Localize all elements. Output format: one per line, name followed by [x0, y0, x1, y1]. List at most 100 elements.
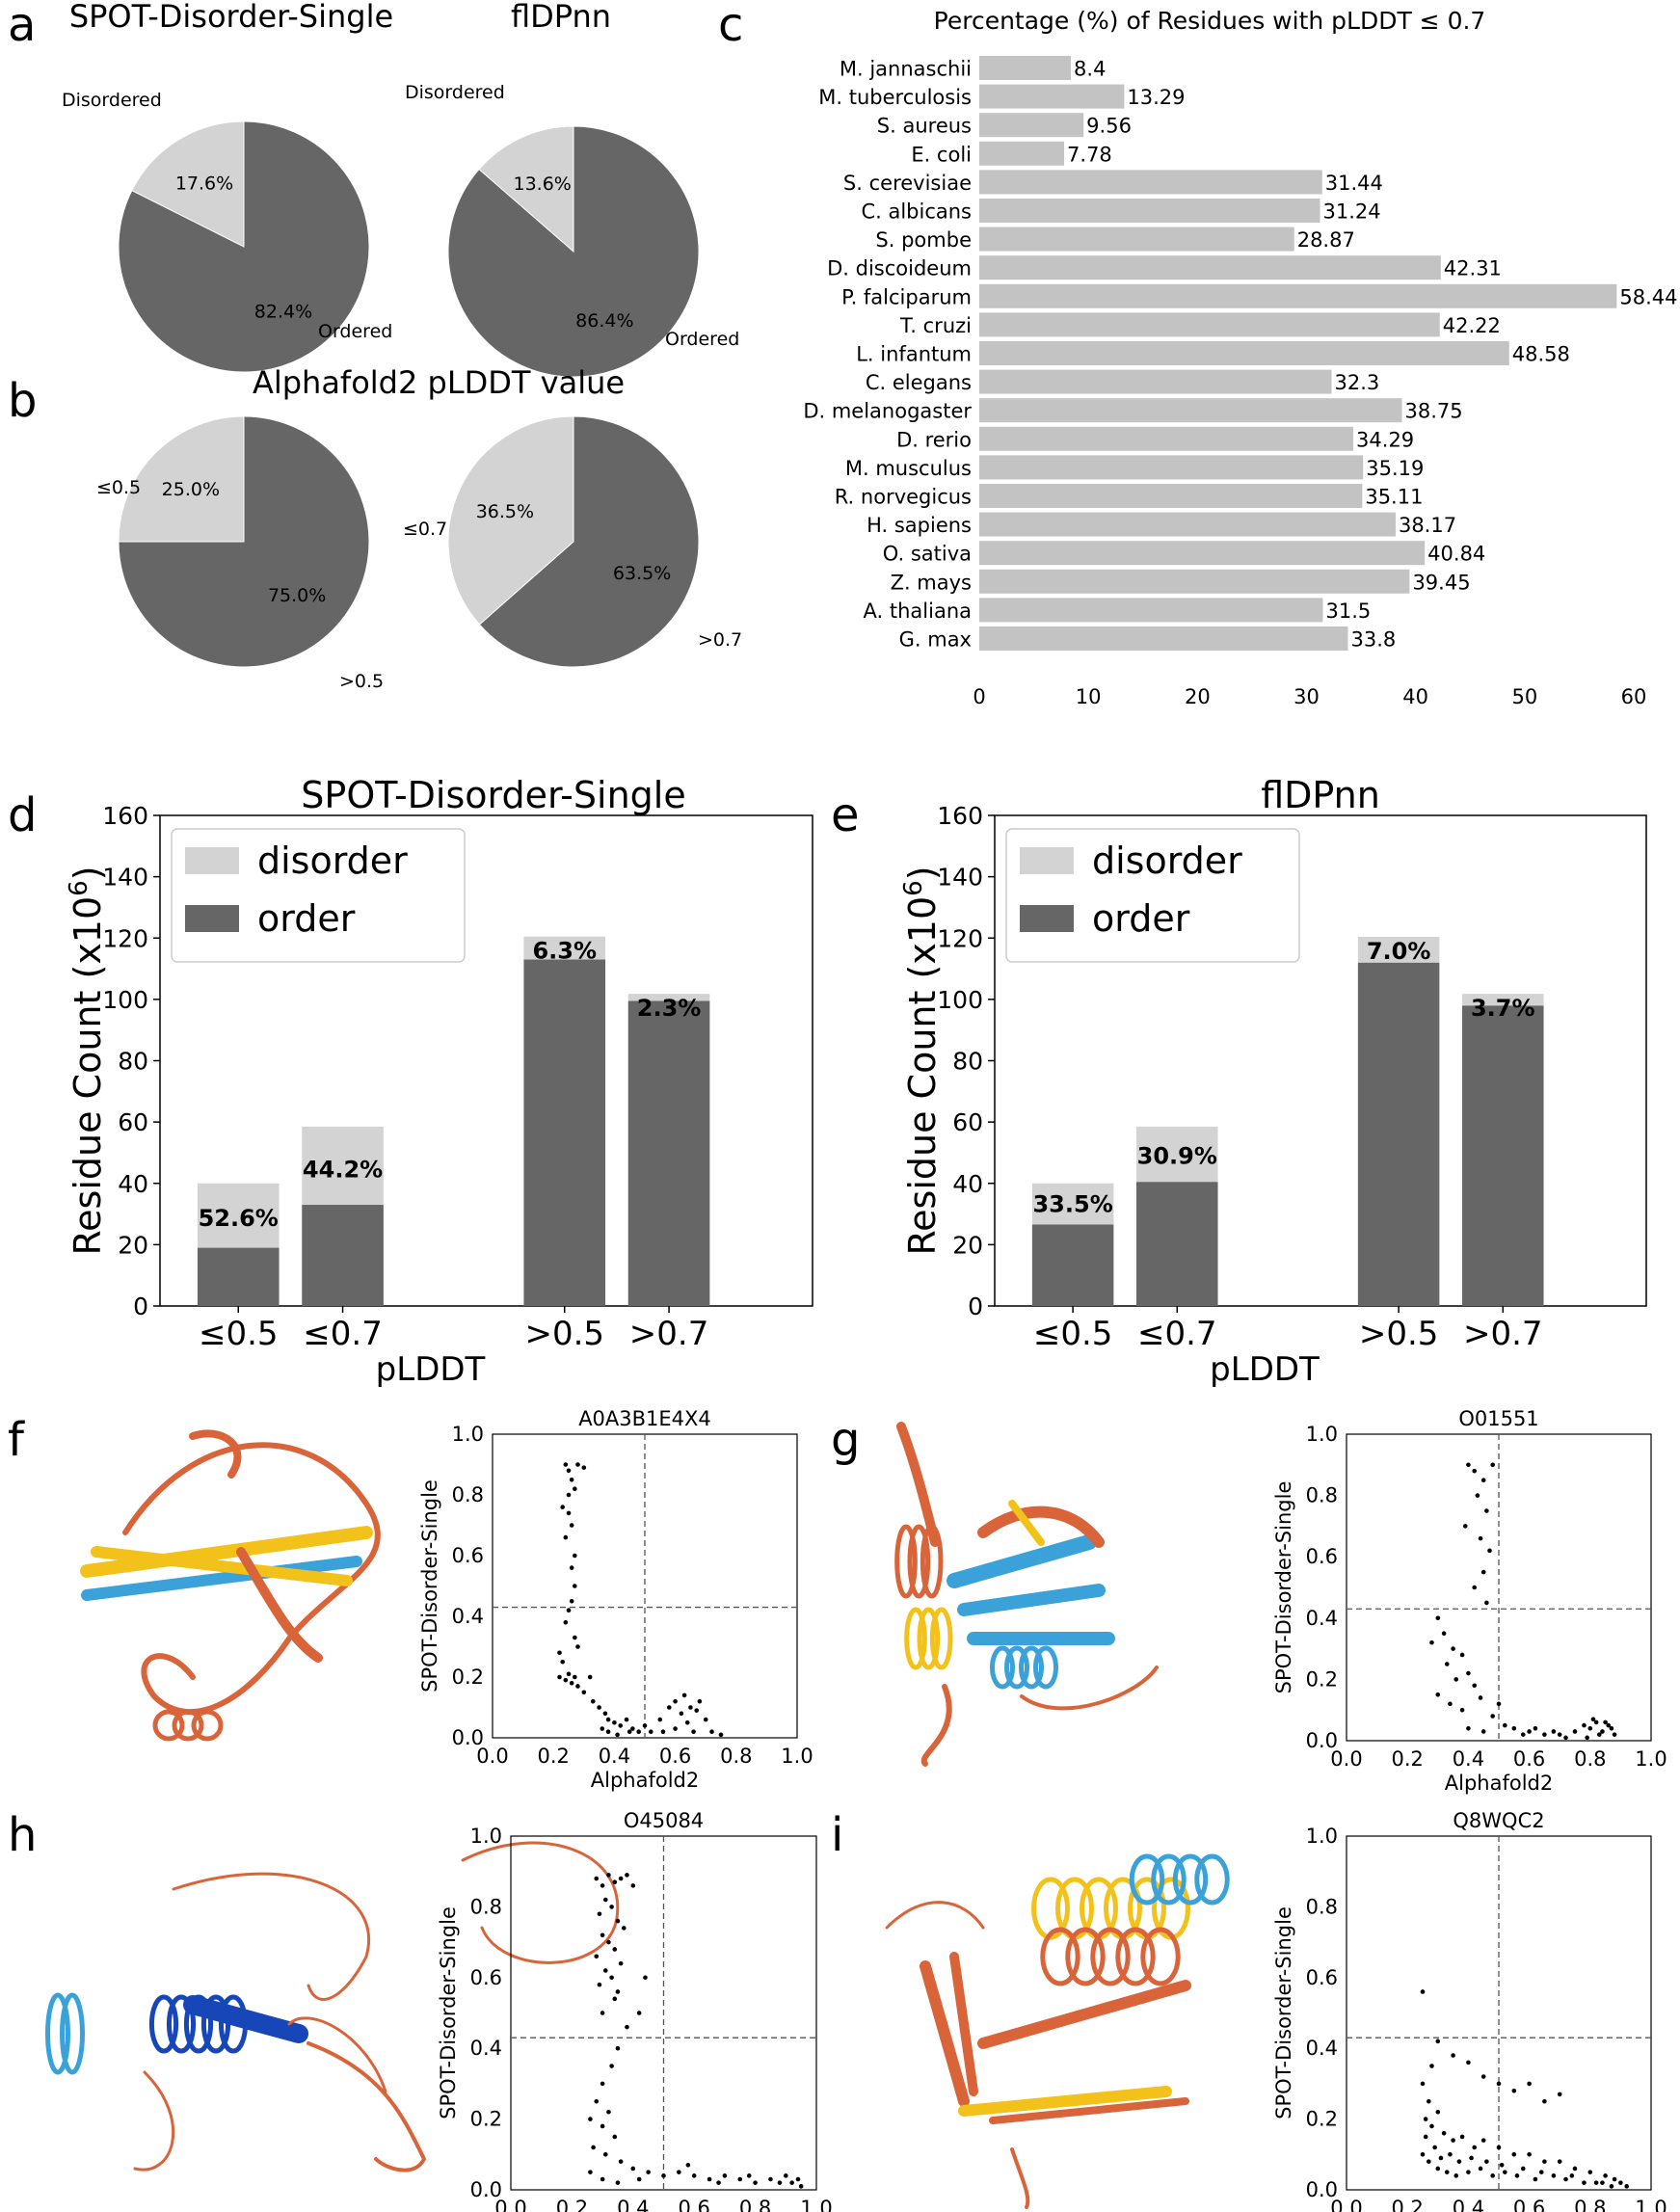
scatter-point — [569, 1681, 574, 1686]
scatter-point — [1490, 1462, 1495, 1468]
scatter-point — [673, 1698, 678, 1704]
panel-c: Percentage (%) of Residues with pLDDT ≤ … — [803, 7, 1677, 708]
x-tick-label: ≤0.7 — [303, 1315, 383, 1353]
scatter-point — [737, 2176, 743, 2182]
bar-disorder — [1136, 1126, 1218, 1183]
panel-letter-b: b — [8, 374, 37, 428]
scatter-point — [612, 1947, 618, 1952]
scatter-point — [694, 1708, 700, 1713]
helix-turn — [907, 1524, 931, 1599]
scatter-point — [1478, 1535, 1483, 1541]
scatter-point — [795, 2176, 801, 2182]
scatter-point — [591, 2145, 596, 2150]
scatter-point — [688, 1705, 693, 1710]
y-tick-label: 0.2 — [452, 1666, 484, 1689]
scatter-point — [609, 2064, 614, 2068]
scatter-point — [621, 1926, 627, 1931]
y-axis-label: SPOT-Disorder-Single — [1272, 1906, 1295, 2119]
pie-slice-major — [118, 415, 370, 668]
scatter-point — [1478, 1695, 1483, 1700]
y-tick-label: 160 — [937, 802, 983, 830]
scatter-point — [1459, 1652, 1465, 1658]
helix-turn — [166, 1994, 197, 2054]
scatter-point — [1472, 1683, 1478, 1689]
scatter-point — [1423, 2134, 1428, 2140]
scatter-point — [1420, 2081, 1426, 2087]
helix-turn — [172, 1709, 204, 1742]
scatter-point — [609, 1975, 614, 1981]
charts-layer: SPOT-Disorder-Single flDPnn 17.6% Disordere… — [62, 0, 1677, 2212]
x-tick-label: 1.0 — [1635, 2197, 1667, 2212]
bar-disorder — [523, 936, 606, 960]
scatter-point — [618, 1960, 624, 1966]
ribbon-segment — [957, 1584, 1106, 1616]
scatter-point — [624, 1717, 629, 1722]
scatter-point — [1582, 2180, 1587, 2185]
scatter-point — [1587, 1725, 1593, 1731]
y-tick-label: 60 — [952, 1108, 983, 1136]
x-tick-label: 0.0 — [1330, 1747, 1362, 1771]
scatter-point — [1435, 1615, 1441, 1621]
charts-group: SPOT-Disorder-Single flDPnn 17.6% Disordere… — [62, 0, 1677, 2212]
bar-value-label: 38.75 — [1405, 400, 1463, 423]
helix-turn — [148, 1994, 179, 2054]
pie-a-0: 17.6% Disordered 82.4% Ordered — [62, 90, 392, 373]
x-tick-label: 50 — [1511, 685, 1537, 708]
bar-value-label: 34.29 — [1356, 428, 1414, 451]
bar — [979, 341, 1509, 365]
scatter-point — [691, 2173, 697, 2178]
x-axis-label: Alphafold2 — [1445, 1772, 1553, 1795]
scatter-point — [1569, 2173, 1575, 2178]
y-tick-label: 0.8 — [452, 1483, 484, 1506]
pie-b-0: 25.0% ≤0.5 75.0% >0.5 — [96, 415, 384, 692]
y-tick-label: T. cruzi — [899, 314, 972, 337]
scatter-point — [691, 1729, 696, 1734]
ribbon-segment — [989, 2097, 1189, 2124]
x-tick-label: 0.6 — [1513, 2197, 1545, 2212]
scatter-point — [566, 1492, 572, 1498]
scatter-point — [1542, 2159, 1547, 2164]
scatter-point — [1438, 2155, 1444, 2161]
panel-letter-a: a — [8, 0, 36, 52]
scatter-point — [600, 2176, 605, 2182]
y-tick-label: 0.0 — [452, 1726, 484, 1749]
helix-turn — [1129, 1853, 1165, 1906]
scatter-point — [1606, 1722, 1612, 1728]
scatter-point — [636, 1729, 641, 1734]
scatter-point — [1435, 2109, 1441, 2115]
x-tick-label: ≤0.5 — [1033, 1315, 1113, 1353]
y-tick-label: 0.0 — [470, 2178, 502, 2201]
y-tick-label: 20 — [118, 1231, 148, 1259]
y-tick-label: 0.6 — [452, 1544, 484, 1567]
y-tick-label: O. sativa — [883, 543, 972, 566]
scatter-point — [600, 2011, 605, 2015]
x-tick-label: ≤0.7 — [1137, 1315, 1217, 1353]
scatter-point — [1451, 2053, 1455, 2058]
scatter-point — [594, 1876, 600, 1881]
scatter-point — [573, 1486, 577, 1491]
bar-order — [1136, 1182, 1218, 1306]
scatter-point — [618, 2159, 624, 2164]
scatter-point — [575, 1462, 580, 1467]
pie-slice-label: >0.7 — [698, 629, 742, 651]
scatter-point — [1572, 1729, 1578, 1734]
scatter-point — [1490, 2173, 1495, 2178]
scatter-point — [1444, 1662, 1450, 1666]
scatter-point — [718, 1732, 724, 1738]
x-tick-label: 0.2 — [1391, 1747, 1423, 1771]
y-tick-label: L. infantum — [856, 343, 972, 366]
scatter-title: O01551 — [1458, 1407, 1538, 1430]
bar-value-label: 33.8 — [1351, 628, 1397, 652]
y-tick-label: 120 — [937, 924, 983, 952]
x-tick-label: 0.6 — [659, 1745, 691, 1768]
legend-label-disorder: disorder — [1092, 839, 1242, 882]
x-tick-label: 40 — [1402, 685, 1428, 708]
scatter-point — [1511, 2088, 1517, 2093]
x-tick-label: >0.7 — [629, 1315, 709, 1353]
scatter-point — [600, 2123, 605, 2129]
bar — [979, 170, 1322, 195]
legend-box — [171, 828, 466, 963]
scatter-point — [1466, 1462, 1471, 1468]
scatter-point — [703, 1717, 708, 1722]
panel-f: A0A3B1E4X4 0.00.0 0.2 0.2 0.4 0.4 0.6 0.6 0.8 0.8… — [418, 1407, 813, 1792]
